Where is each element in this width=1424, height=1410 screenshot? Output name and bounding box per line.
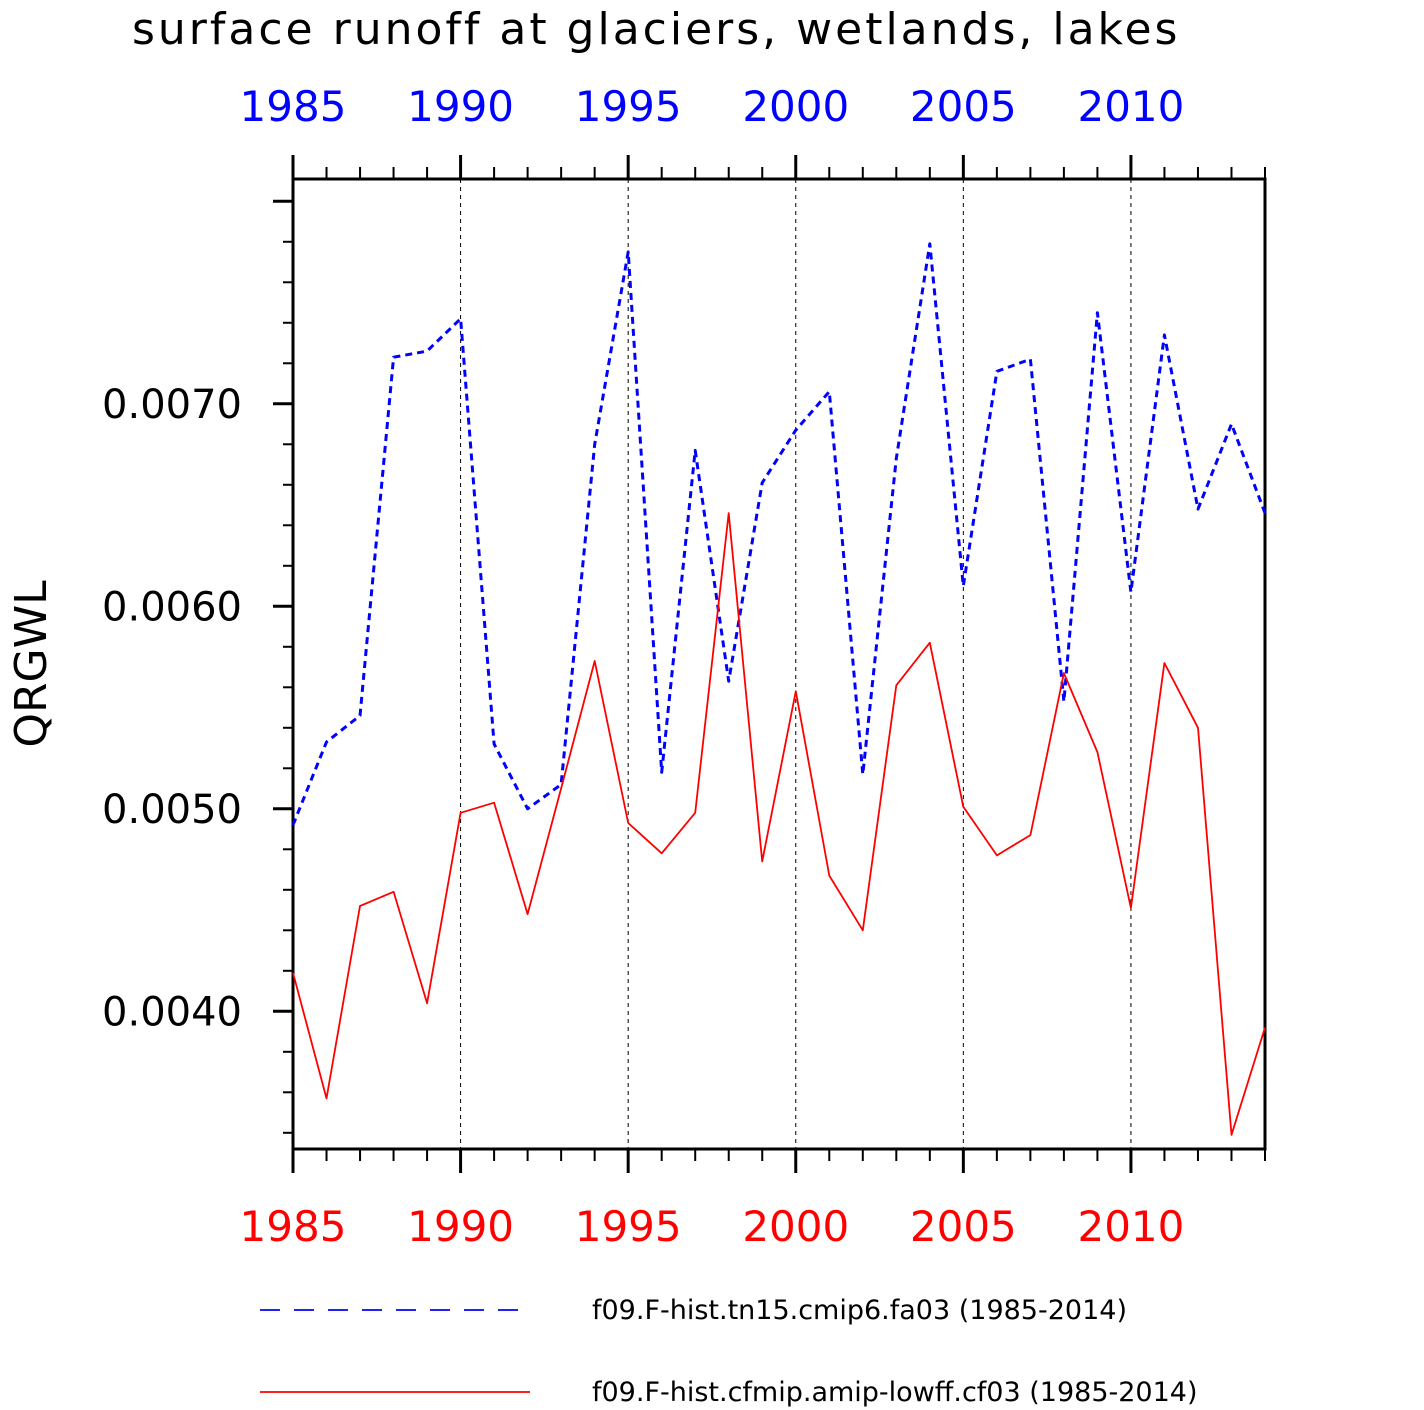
series-line-2 [292,512,1266,1136]
chart-title: surface runoff at glaciers, wetlands, la… [132,4,1180,55]
bottom-tick-label-2010: 2010 [1077,1202,1184,1251]
legend: f09.F-hist.tn15.cmip6.fa03 (1985-2014) f0… [260,1295,1197,1408]
plot-frame [291,177,1267,1151]
top-tick-label-2000: 2000 [742,82,849,131]
top-tick-label-1995: 1995 [575,82,682,131]
bottom-tick-label-2000: 2000 [742,1202,849,1251]
bottom-tick-label-1990: 1990 [407,1202,514,1251]
y-axis-labels: 0.0040 0.0050 0.0060 0.0070 [102,382,242,1036]
y-tick-label-0.0050: 0.0050 [102,787,242,833]
legend-label-2: f09.F-hist.cfmip.amip-lowff.cf03 (1985-2… [592,1377,1197,1408]
y-tick-label-0.0060: 0.0060 [102,584,242,630]
grid-lines [460,179,1132,1149]
top-tick-label-1990: 1990 [407,82,514,131]
top-axis-labels: 1985 1990 1995 2000 2005 2010 [240,82,1185,131]
bottom-tick-label-2005: 2005 [910,1202,1017,1251]
bottom-axis-labels: 1985 1990 1995 2000 2005 2010 [240,1202,1185,1251]
top-tick-label-2010: 2010 [1077,82,1184,131]
axis-ticks [273,155,1266,1173]
bottom-tick-label-1985: 1985 [240,1202,347,1251]
y-tick-label-0.0070: 0.0070 [102,382,242,428]
y-axis-title: QRGWL [6,580,57,748]
series-group [291,242,1267,1136]
series-line-1 [291,242,1267,826]
legend-label-1: f09.F-hist.tn15.cmip6.fa03 (1985-2014) [592,1295,1127,1326]
y-tick-label-0.0040: 0.0040 [102,989,242,1035]
top-tick-label-2005: 2005 [910,82,1017,131]
bottom-tick-label-1995: 1995 [575,1202,682,1251]
top-tick-label-1985: 1985 [240,82,347,131]
